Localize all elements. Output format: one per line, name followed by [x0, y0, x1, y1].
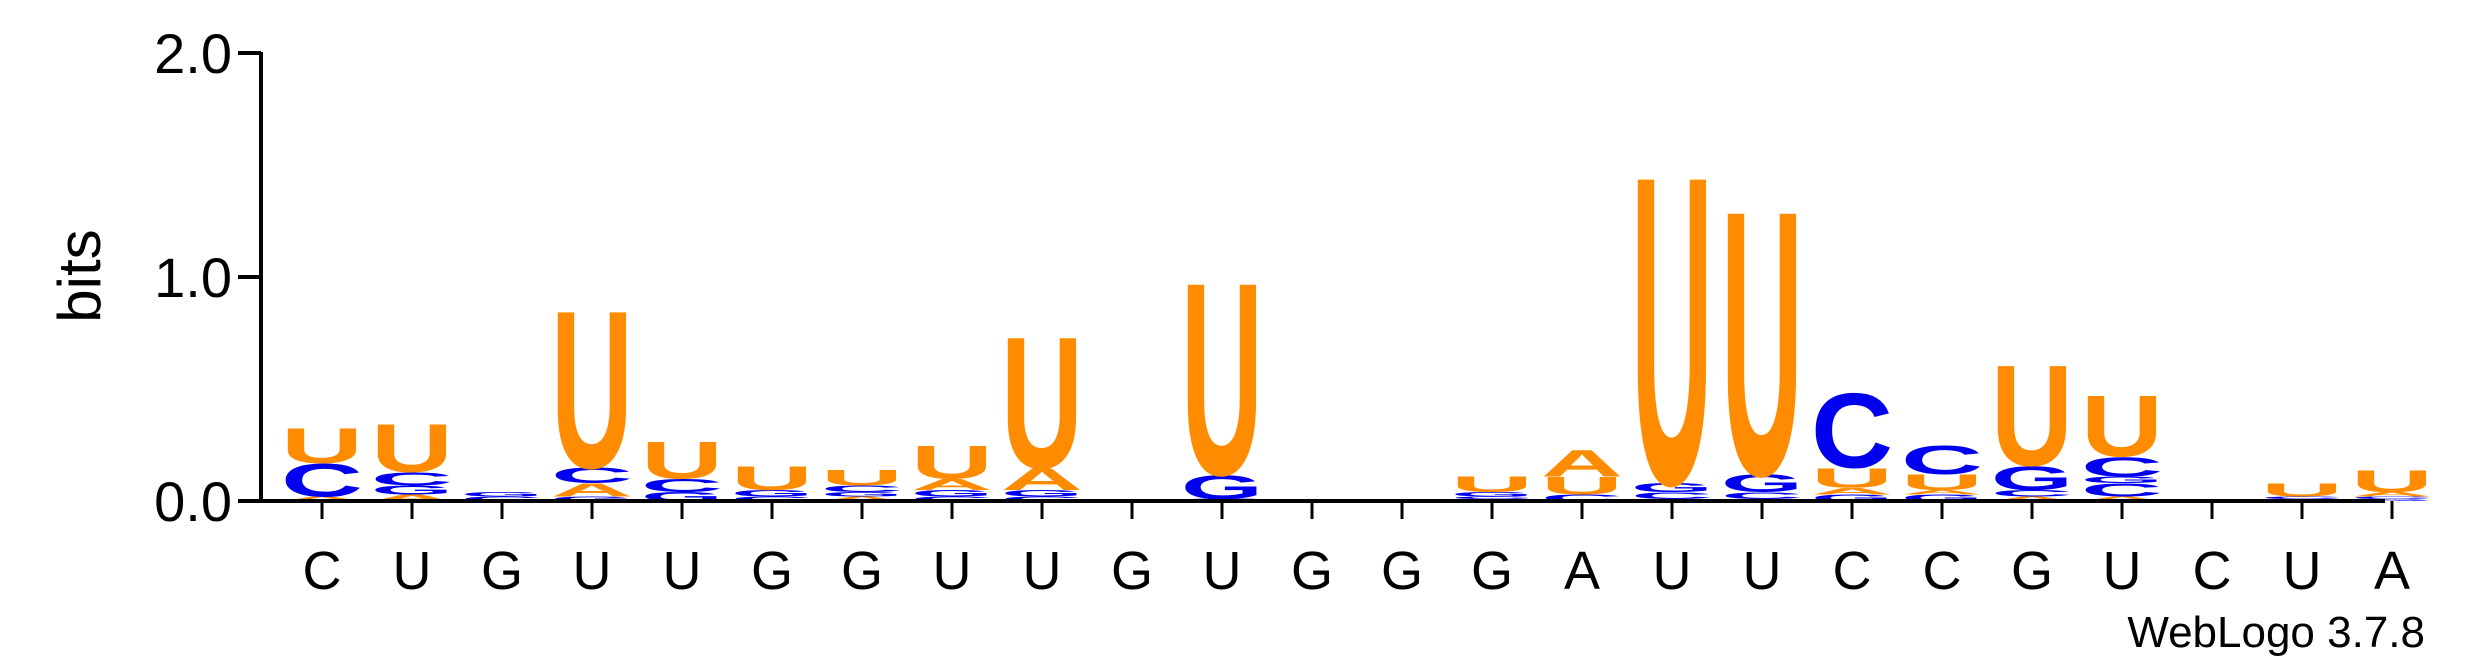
logo-letter-u: U [2261, 480, 2343, 501]
logo-letter-g: G [1901, 492, 1983, 503]
x-tick-label: C [1923, 541, 1962, 601]
logo-letter-u: U [731, 459, 813, 498]
x-tick-label: G [1291, 541, 1333, 601]
x-tick-label: G [481, 541, 523, 601]
x-tick-label: U [573, 541, 612, 601]
logo-letter-g: G [821, 491, 903, 498]
x-tick-label: C [303, 541, 342, 601]
logo-letter-u: U [641, 431, 723, 490]
logo-letter-u: U [1001, 298, 1083, 507]
logo-letter-u: U [1721, 133, 1803, 556]
logo-letter-c: C [461, 495, 543, 502]
logo-letter-g: G [1631, 481, 1713, 495]
logo-letter-a: A [2351, 491, 2433, 498]
x-tick-label: U [663, 541, 702, 601]
y-tick-label: 2.0 [154, 22, 232, 85]
x-tick-label: A [1564, 541, 1600, 601]
x-tick-label: U [1023, 541, 1062, 601]
logo-letter-g: G [1451, 491, 1533, 498]
logo-letter-a: A [371, 493, 453, 503]
logo-letter-u: U [371, 410, 453, 487]
x-tick-label: A [2374, 541, 2410, 601]
logo-letter-u: U [1451, 472, 1533, 496]
logo-letter-u: U [2351, 464, 2433, 499]
logo-letter-a: A [821, 495, 903, 502]
logo-letter-u: U [2081, 378, 2163, 476]
logo-letter-a: A [1991, 495, 2073, 502]
logo-letter-c: C [1631, 490, 1713, 500]
x-tick-label: G [1111, 541, 1153, 601]
logo-letter-g: G [911, 488, 993, 499]
logo-letter-c: C [1811, 372, 1893, 491]
logo-letter-u: U [1631, 85, 1713, 578]
x-tick-label: C [1833, 541, 1872, 601]
logo-letter-g: G [731, 488, 813, 499]
x-tick-label: G [841, 541, 883, 601]
logo-letter-g: G [2081, 475, 2163, 486]
logo-letter-a: A [1541, 442, 1623, 484]
logo-letter-g: G [1811, 492, 1893, 503]
x-tick-label: G [751, 541, 793, 601]
x-tick-label: U [1653, 541, 1692, 601]
logo-letter-a: A [1811, 486, 1893, 496]
logo-letter-u: U [1811, 462, 1893, 494]
logo-letter-a: A [2081, 495, 2163, 502]
logo-letter-c: C [2261, 496, 2343, 500]
x-tick-label: G [1381, 541, 1423, 601]
logo-letter-u: U [551, 264, 633, 515]
logo-letter-c: C [281, 454, 363, 506]
logo-letter-u: U [1181, 224, 1263, 533]
logo-letter-c: C [551, 464, 633, 488]
logo-letter-u: U [911, 436, 993, 488]
weblogo-credit: WebLogo 3.7.8 [2127, 608, 2425, 657]
logo-letter-u: U [1901, 470, 1983, 494]
y-tick-label: 1.0 [154, 246, 232, 309]
logo-letter-c: C [731, 495, 813, 502]
x-tick-label: C [2193, 541, 2232, 601]
logo-letter-c: C [2081, 480, 2163, 501]
logo-letter-a: A [1901, 489, 1983, 496]
logo-letter-c: C [1901, 438, 1983, 483]
logo-letter-u: U [1541, 472, 1623, 500]
logo-letter-a: A [911, 476, 993, 493]
logo-letter-g: G [1991, 459, 2073, 498]
x-tick-label: U [1203, 541, 1242, 601]
x-tick-label: G [1471, 541, 1513, 601]
logo-letter-c: C [1001, 495, 1083, 502]
logo-letter-c: C [821, 484, 903, 494]
logo-letter-a: A [281, 495, 363, 502]
x-tick-label: U [1743, 541, 1782, 601]
letter-stacks: ACUAGCUCGGACUGCUCGUAGCUCGAUCGAUCGUACGUCU… [281, 85, 2433, 578]
x-tick-label: U [2283, 541, 2322, 601]
logo-letter-c: C [371, 468, 453, 489]
logo-letter-u: U [281, 418, 363, 474]
logo-letter-c: C [2351, 496, 2433, 500]
x-tick-label: U [2103, 541, 2142, 601]
logo-letter-g: G [371, 483, 453, 497]
logo-letter-c: C [2081, 451, 2163, 483]
logo-letter-g: G [461, 491, 543, 498]
y-axis-label: bits [46, 229, 113, 322]
logo-letter-c: C [1451, 496, 1533, 500]
x-tick-label: G [2011, 541, 2053, 601]
logo-letter-c: C [641, 475, 723, 496]
logo-letter-a: A [1001, 462, 1083, 497]
x-tick-label: U [933, 541, 972, 601]
logo-letter-a: A [551, 480, 633, 501]
y-tick-label: 0.0 [154, 470, 232, 533]
logo-letter-u: U [821, 466, 903, 490]
y-axis-ticks: 0.0 1.0 2.0 [154, 22, 261, 533]
logo-letter-g: G [1721, 470, 1803, 498]
logo-letter-c: C [1991, 488, 2073, 498]
logo-letter-c: C [911, 495, 993, 502]
logo-letter-g: G [551, 495, 633, 502]
logo-letter-g: G [2351, 498, 2433, 501]
logo-letter-c: C [1721, 490, 1803, 500]
x-tick-label: U [393, 541, 432, 601]
logo-letter-g: G [1001, 488, 1083, 499]
logo-letter-u: U [1991, 336, 2073, 496]
logo-letter-c: C [1541, 493, 1623, 503]
